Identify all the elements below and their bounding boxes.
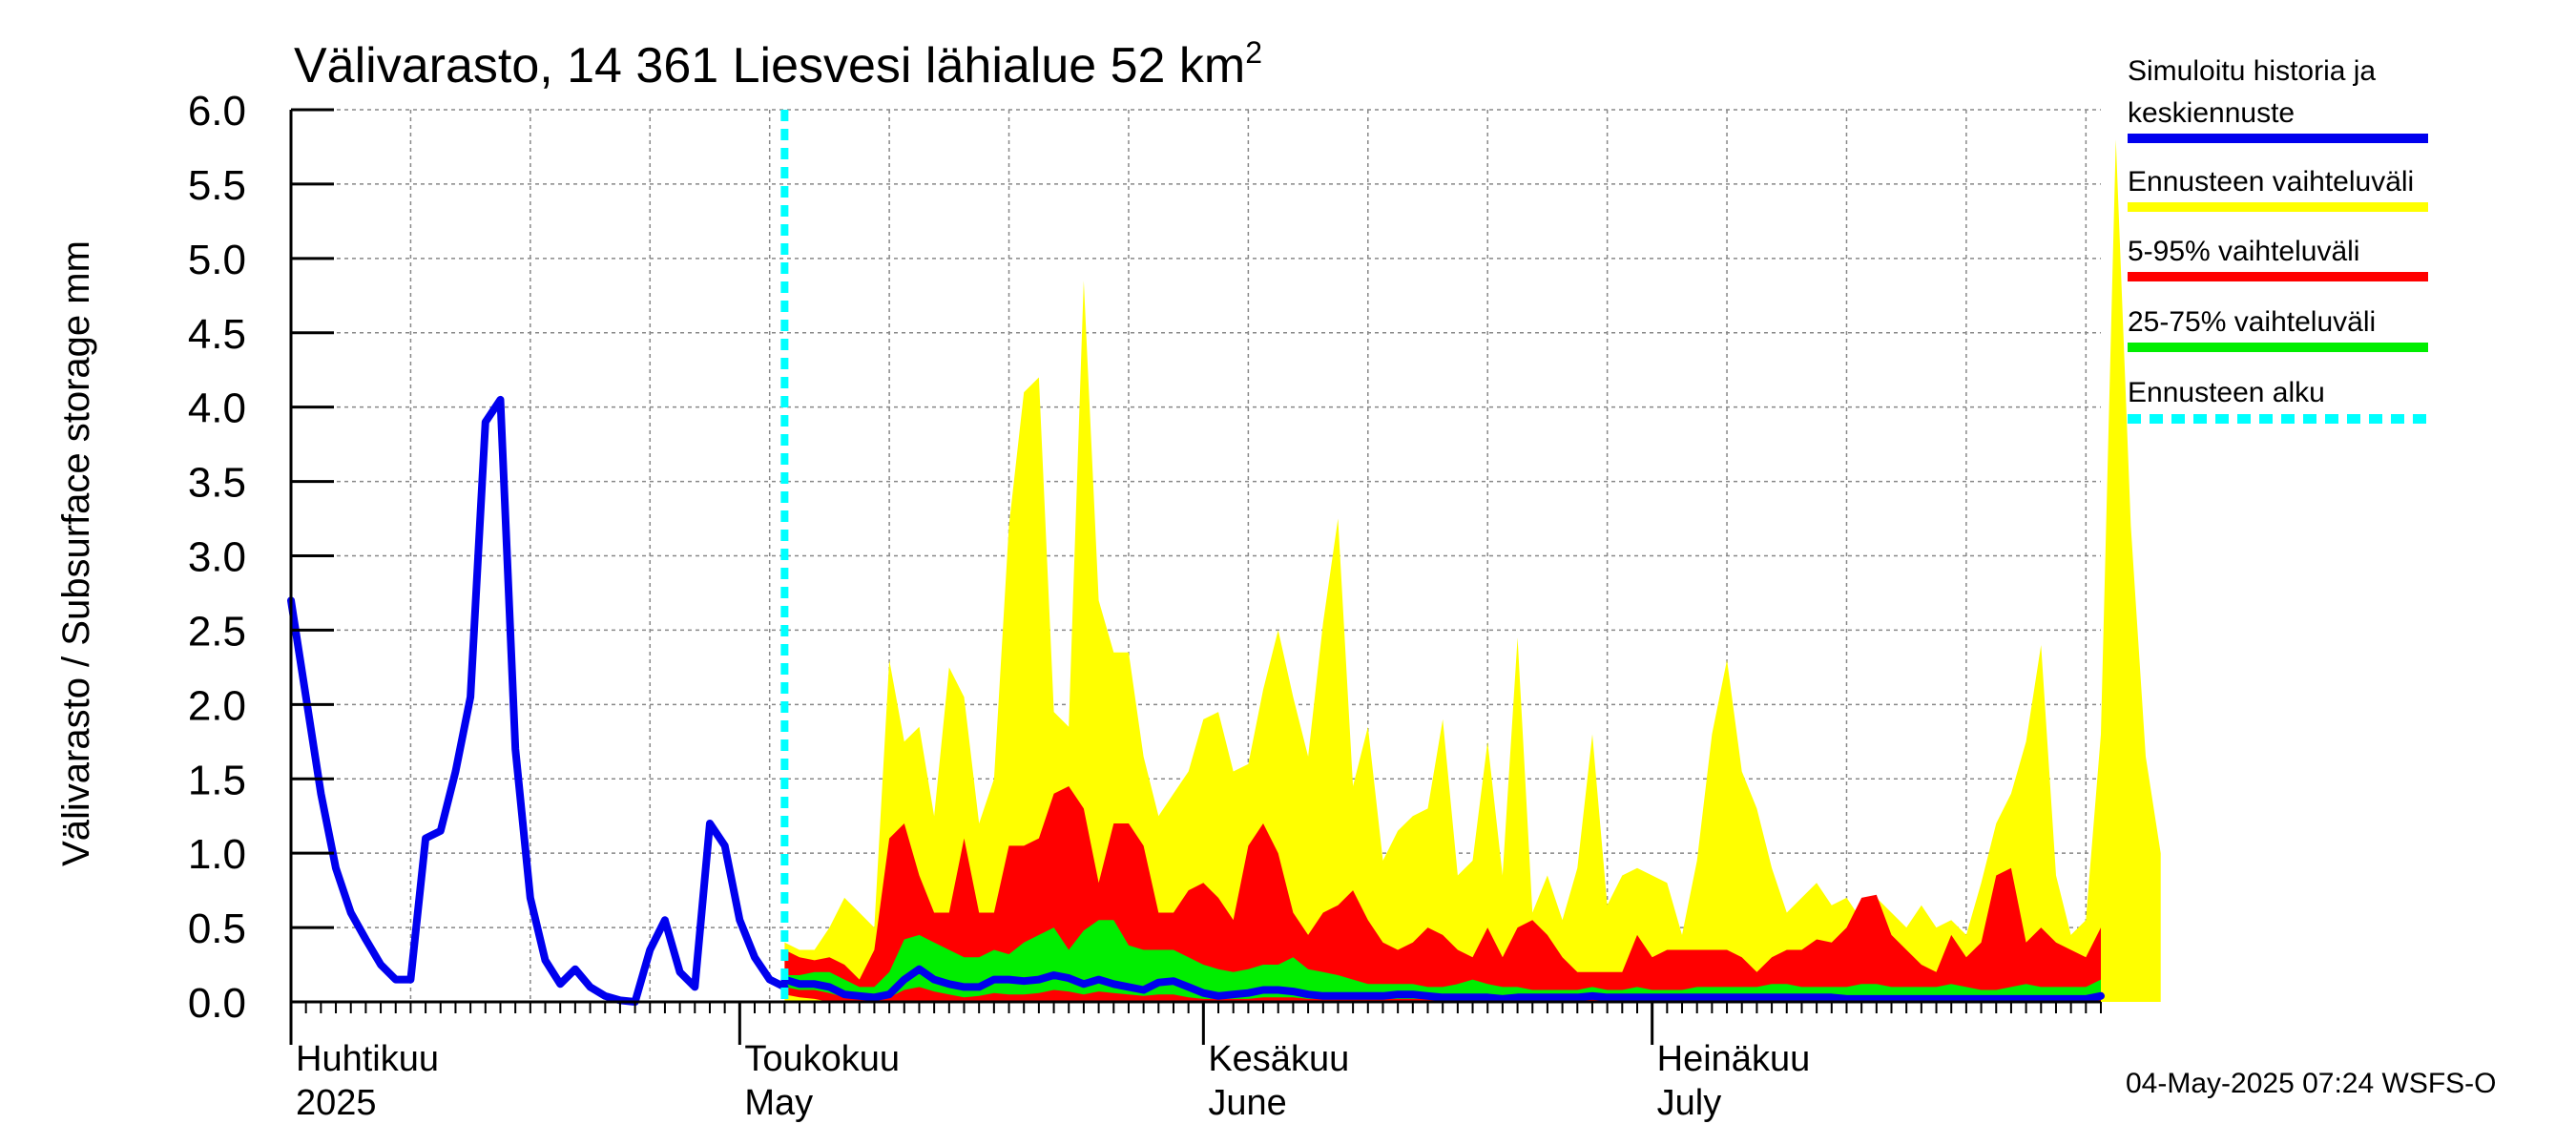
month-label-fi: Kesäkuu — [1208, 1039, 1349, 1079]
footer-timestamp: 04-May-2025 07:24 WSFS-O — [2126, 1068, 2497, 1099]
y-tick-label: 3.0 — [188, 534, 246, 581]
y-tick-label: 5.5 — [188, 162, 246, 209]
legend-label: Ennusteen vaihteluväli — [2128, 166, 2414, 198]
chart-title: Välivarasto, 14 361 Liesvesi lähialue 52… — [294, 35, 1262, 94]
legend: Simuloitu historia ja keskiennuste Ennuste… — [2128, 55, 2428, 424]
month-label-en: 2025 — [296, 1083, 377, 1123]
legend-label: 25-75% vaihteluväli — [2128, 306, 2376, 338]
y-axis-label: Välivarasto / Subsurface storage mm — [55, 240, 97, 866]
y-tick-label: 4.5 — [188, 311, 246, 358]
y-tick-label: 6.0 — [188, 88, 246, 135]
month-label-en: June — [1208, 1083, 1286, 1123]
month-label-fi: Heinäkuu — [1657, 1039, 1811, 1079]
y-tick-label: 1.0 — [188, 831, 246, 878]
y-tick-labels: 0.0 0.5 1.0 1.5 2.0 2.5 3.0 3.5 4.0 4.5 5.0 5.5 6.0 — [188, 88, 334, 1027]
y-tick-label: 3.5 — [188, 460, 246, 507]
forecast-range-area — [784, 139, 2161, 1002]
y-tick-label: 1.5 — [188, 757, 246, 803]
legend-label: 5-95% vaihteluväli — [2128, 236, 2359, 267]
y-tick-label: 0.0 — [188, 980, 246, 1027]
y-tick-label: 2.5 — [188, 608, 246, 655]
month-label-fi: Huhtikuu — [296, 1039, 439, 1079]
median-forecast-line — [780, 965, 2105, 1003]
data-lines — [287, 110, 2105, 1006]
y-tick-label: 5.0 — [188, 237, 246, 283]
month-label-en: July — [1657, 1083, 1722, 1123]
legend-label: Ennusteen alku — [2128, 377, 2325, 408]
y-tick-label: 0.5 — [188, 906, 246, 952]
y-tick-label: 2.0 — [188, 682, 246, 729]
month-label-en: May — [744, 1083, 813, 1123]
legend-label: Simuloitu historia ja — [2128, 55, 2376, 87]
history-line — [287, 395, 789, 1006]
legend-label: keskiennuste — [2128, 97, 2295, 129]
y-tick-label: 4.0 — [188, 385, 246, 432]
month-label-fi: Toukokuu — [744, 1039, 900, 1079]
